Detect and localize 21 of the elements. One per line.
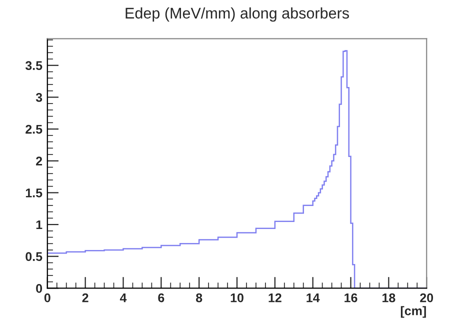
x-tick-label: 16 — [344, 293, 358, 302]
x-tick-label: 4 — [120, 294, 127, 302]
y-tick-label: 0 — [36, 284, 42, 293]
x-tick-label: 2 — [82, 293, 88, 302]
x-axis-title: [cm] — [400, 306, 426, 318]
y-tick-label: 1.5 — [26, 188, 42, 198]
x-tick-label: 6 — [158, 293, 164, 302]
x-tick-label: 0 — [44, 293, 50, 302]
x-tick-label: 20 — [420, 293, 434, 302]
y-tick-label: 0.5 — [26, 252, 42, 262]
x-tick-label: 14 — [306, 294, 320, 302]
x-tick-label: 18 — [382, 293, 396, 302]
x-tick-label: 8 — [196, 293, 202, 302]
y-tick-label: 3 — [36, 93, 42, 102]
y-tick-label: 1 — [36, 220, 42, 230]
y-tick-label: 3.5 — [25, 61, 42, 70]
chart-title: Edep (MeV/mm) along absorbers — [126, 7, 349, 22]
y-tick-label: 2.5 — [26, 124, 42, 134]
x-tick-label: 12 — [268, 293, 282, 302]
y-tick-label: 2 — [36, 156, 42, 166]
x-tick-label: 10 — [230, 293, 244, 302]
